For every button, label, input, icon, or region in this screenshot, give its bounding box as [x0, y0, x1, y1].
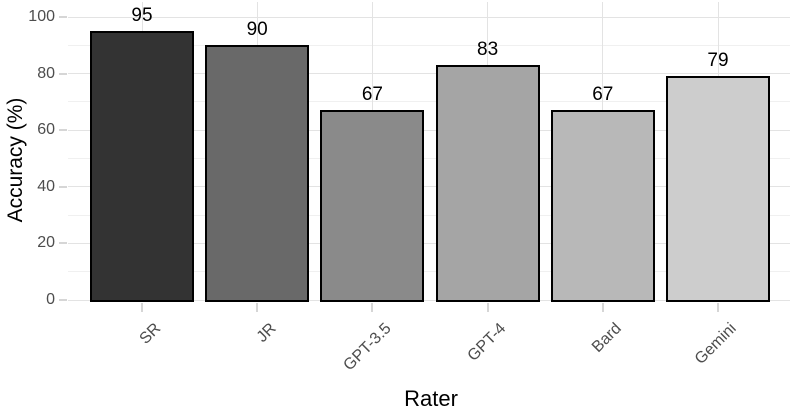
bar-value-label: 67 — [361, 84, 383, 106]
y-tick-label: 0 — [46, 291, 55, 308]
x-tick-label: Bard — [588, 320, 625, 356]
x-axis-tick — [601, 303, 604, 312]
bar-gemini — [666, 76, 770, 302]
y-tick-label: 20 — [37, 234, 55, 252]
major-gridline — [68, 299, 790, 301]
minor-gridline — [68, 101, 790, 103]
x-tick-label: GPT-4 — [464, 320, 510, 365]
bar-value-label: 79 — [707, 50, 729, 72]
minor-gridline — [68, 271, 790, 273]
minor-gridline — [68, 158, 790, 159]
x-tick-label: JR — [253, 320, 280, 346]
x-axis-tick — [141, 303, 143, 312]
minor-gridline — [68, 214, 790, 216]
x-tick-label: Gemini — [692, 320, 741, 368]
y-axis-tick — [59, 299, 67, 301]
bar-gpt-4 — [435, 65, 540, 302]
bar-sr — [90, 31, 194, 302]
bar-value-label: 90 — [246, 19, 268, 41]
minor-gridline — [68, 44, 790, 46]
y-axis-tick — [59, 72, 67, 75]
bar-gpt-3.5 — [320, 110, 425, 302]
x-axis-title: Rater — [404, 386, 458, 411]
x-tick-label: SR — [136, 320, 165, 348]
bar-value-label: 83 — [477, 39, 499, 61]
y-tick-label: 80 — [37, 64, 55, 82]
bar-bard — [550, 110, 655, 302]
bar-jr — [205, 45, 310, 302]
y-axis-tick — [59, 129, 67, 132]
x-tick-label: GPT-3.5 — [340, 320, 395, 375]
y-axis-title: Accuracy (%) — [4, 97, 27, 223]
y-axis-tick — [59, 242, 67, 245]
y-axis-tick — [59, 185, 67, 188]
y-tick-label: 100 — [28, 8, 55, 25]
bar-value-label: 95 — [131, 5, 153, 27]
major-gridline — [68, 186, 790, 188]
bar-value-label: 67 — [592, 84, 614, 106]
x-axis-tick — [486, 303, 489, 312]
major-gridline — [68, 242, 790, 244]
x-axis-tick — [371, 303, 374, 312]
x-axis-tick — [717, 303, 719, 312]
x-axis-tick — [256, 303, 259, 312]
major-gridline — [68, 129, 790, 131]
major-gridline — [68, 73, 790, 75]
y-tick-label: 40 — [37, 177, 55, 195]
major-gridline — [68, 16, 790, 18]
y-tick-label: 60 — [37, 121, 55, 139]
y-axis-tick — [59, 16, 67, 18]
